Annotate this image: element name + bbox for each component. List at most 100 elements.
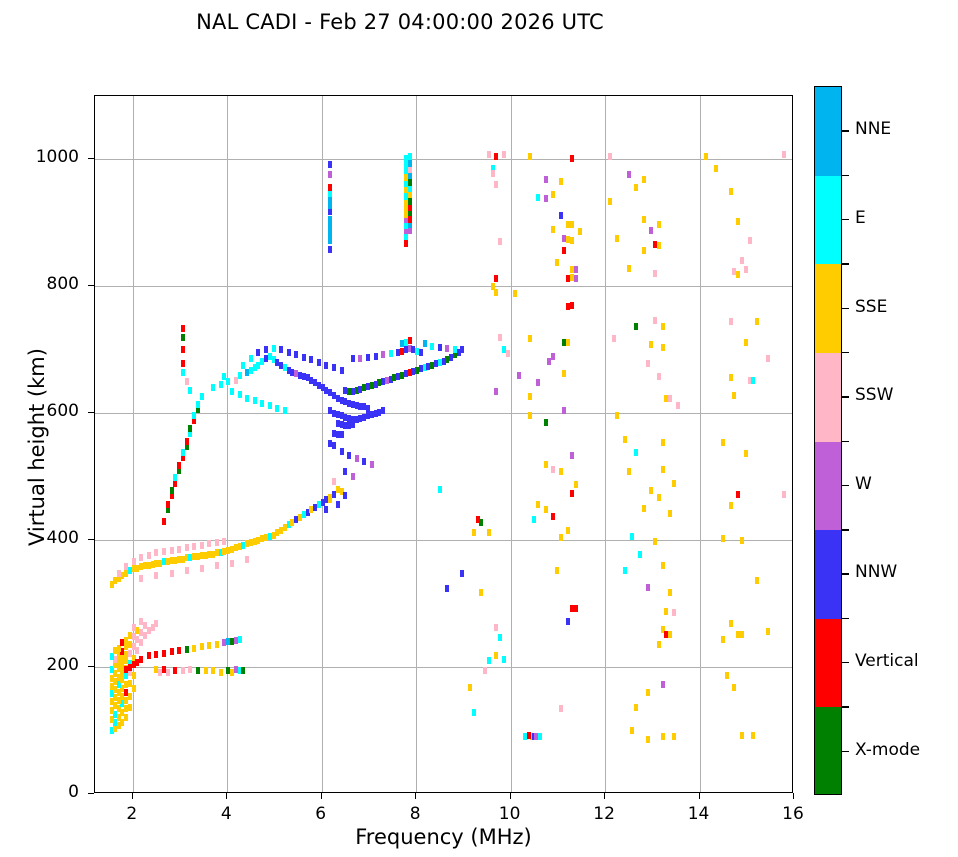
echo-point: [407, 204, 412, 212]
echo-point: [630, 532, 635, 540]
echo-point: [668, 588, 673, 596]
x-axis-tick: [320, 793, 322, 799]
echo-point: [195, 667, 200, 675]
echo-point: [267, 402, 272, 410]
echo-point: [384, 376, 389, 384]
echo-point: [328, 215, 333, 223]
echo-point: [570, 301, 574, 309]
echo-point: [339, 421, 344, 429]
echo-point: [350, 388, 355, 396]
echo-point: [124, 657, 129, 665]
echo-point: [388, 375, 393, 383]
echo-point: [161, 548, 166, 556]
echo-point: [328, 171, 333, 179]
colorbar-label-w: W: [855, 473, 872, 494]
x-axis-tick-label: 6: [315, 804, 327, 824]
echo-point: [407, 159, 412, 167]
echo-point: [124, 569, 129, 577]
echo-point: [362, 413, 367, 421]
echo-point: [343, 413, 348, 421]
y-axis-tick-label: 0: [68, 782, 79, 802]
echo-point: [381, 378, 386, 386]
echo-point: [313, 503, 318, 511]
echo-point: [192, 417, 197, 425]
echo-point: [490, 164, 495, 172]
echo-point: [112, 686, 117, 694]
y-axis-tick: [88, 666, 94, 668]
echo-point: [570, 154, 574, 162]
echo-point: [479, 518, 484, 526]
echo-point: [226, 378, 231, 386]
echo-point: [638, 550, 643, 558]
echo-point: [211, 384, 216, 392]
colorbar-label-sse: SSE: [855, 296, 888, 317]
echo-point: [479, 588, 484, 596]
echo-point: [328, 190, 333, 198]
echo-point: [237, 390, 242, 398]
echo-point: [471, 709, 476, 717]
y-axis-tick-label: 400: [46, 528, 79, 549]
echo-point: [528, 334, 533, 342]
echo-point: [577, 228, 582, 236]
echo-point: [373, 352, 378, 360]
echo-point: [437, 343, 442, 351]
echo-point: [392, 374, 397, 382]
echo-point: [127, 567, 132, 575]
echo-point: [740, 732, 745, 740]
echo-point: [513, 290, 518, 298]
echo-point: [290, 518, 295, 526]
echo-point: [728, 502, 733, 510]
y-axis-tick: [88, 412, 94, 414]
echo-point: [517, 371, 522, 379]
echo-point: [120, 692, 125, 700]
echo-point: [184, 378, 189, 386]
gridline-vertical: [227, 96, 229, 792]
chart-title: NAL CADI - Feb 27 04:00:00 2026 UTC: [196, 10, 604, 34]
echo-point: [180, 346, 185, 354]
echo-point: [301, 372, 306, 380]
echo-point: [127, 668, 132, 676]
x-axis-tick-label: 2: [126, 804, 138, 824]
echo-point: [418, 365, 423, 373]
echo-point: [309, 356, 314, 364]
echo-point: [195, 553, 200, 561]
echo-point: [188, 425, 193, 432]
echo-point: [263, 355, 268, 363]
echo-point: [301, 353, 306, 361]
y-axis-tick: [88, 285, 94, 287]
echo-point: [124, 650, 129, 658]
echo-point: [184, 567, 189, 575]
echo-point: [237, 667, 242, 675]
echo-point: [245, 540, 250, 548]
echo-point: [192, 553, 197, 561]
echo-point: [407, 185, 412, 193]
gridline-vertical: [132, 96, 134, 792]
echo-point: [407, 227, 412, 235]
echo-point: [377, 408, 382, 416]
echo-point: [365, 353, 370, 361]
echo-point: [558, 211, 563, 219]
echo-point: [135, 626, 140, 634]
echo-point: [467, 683, 472, 691]
echo-point: [139, 629, 144, 637]
echo-point: [139, 617, 144, 625]
echo-point: [139, 639, 144, 647]
echo-point: [566, 303, 571, 311]
echo-point: [229, 668, 234, 676]
echo-point: [645, 583, 650, 591]
echo-point: [660, 733, 665, 741]
echo-point: [536, 194, 540, 202]
echo-point: [347, 399, 352, 407]
echo-point: [313, 379, 318, 387]
echo-point: [551, 512, 556, 520]
echo-point: [543, 418, 548, 426]
echo-point: [566, 526, 571, 534]
gridline-vertical: [699, 96, 701, 792]
echo-point: [660, 438, 665, 446]
echo-point: [226, 546, 231, 554]
echo-point: [124, 563, 129, 571]
echo-point: [407, 197, 412, 205]
echo-point: [135, 564, 140, 572]
echo-point: [486, 529, 491, 537]
echo-point: [256, 536, 261, 544]
